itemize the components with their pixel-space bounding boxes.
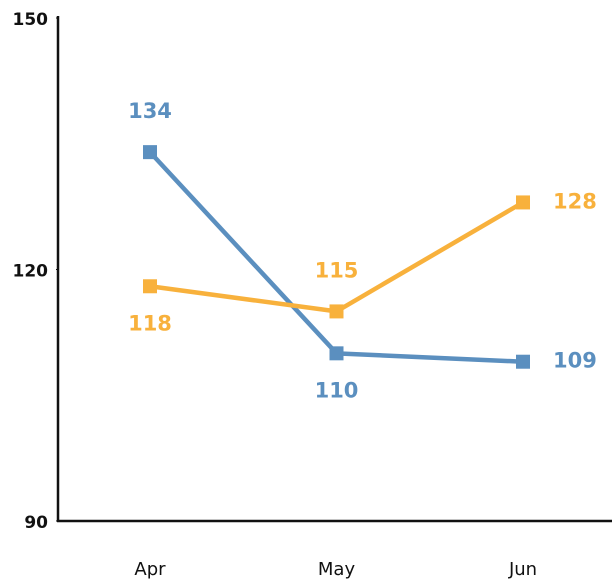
y-tick-label: 150 [13, 10, 49, 30]
series-line [149, 200, 525, 314]
data-label: 110 [315, 378, 359, 402]
point-marker [516, 195, 530, 210]
point-marker [516, 354, 530, 369]
data-label: 134 [128, 99, 172, 123]
x-tick-label: May [318, 559, 356, 580]
point-marker [143, 145, 157, 160]
point-marker [329, 346, 344, 361]
series-line [148, 150, 524, 364]
y-tick-label: 120 [13, 262, 49, 282]
data-label: 128 [553, 189, 597, 213]
x-tick-label: Apr [134, 559, 166, 580]
point-marker [143, 279, 157, 294]
data-label: 118 [128, 311, 172, 335]
y-tick-label: 90 [24, 513, 48, 533]
data-label: 115 [315, 258, 359, 282]
point-marker [329, 304, 344, 319]
data-label: 109 [553, 349, 597, 373]
x-tick-label: Jun [508, 559, 537, 580]
